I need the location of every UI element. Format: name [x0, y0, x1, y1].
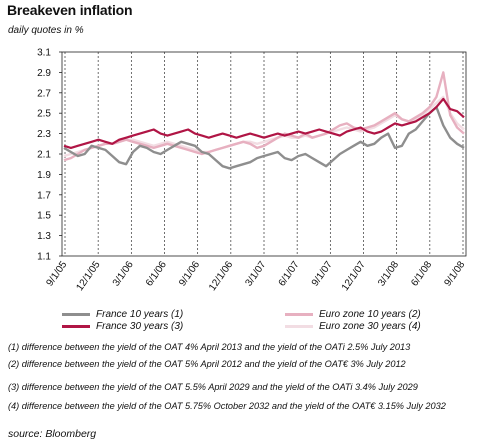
x-tick-label: 9/1/07	[310, 259, 335, 288]
legend-label: France 10 years (1)	[96, 309, 184, 320]
series-layer	[63, 71, 465, 170]
x-axis-ticks: 9/1/05 12/1/05 3/1/06 6/1/06 9/1/06 12/1/06 3/…	[44, 259, 467, 293]
y-tick-label: 1.5	[37, 211, 51, 222]
plot-frame	[61, 51, 467, 257]
y-tick-label: 2.7	[37, 88, 51, 99]
footnote: (1) difference between the yield of the …	[8, 342, 411, 352]
footnote: (4) difference between the yield of the …	[8, 401, 446, 411]
legend-label: France 30 years (3)	[96, 321, 184, 332]
legend-swatch	[62, 325, 90, 328]
x-tick-label: 12/1/06	[207, 259, 235, 293]
x-tick-label: 9/1/06	[177, 259, 202, 288]
legend-label: Euro zone 10 years (2)	[319, 309, 421, 320]
footnote: (2) difference between the yield of the …	[8, 359, 406, 369]
series-line-0	[63, 105, 465, 170]
y-axis-ticks: 3.1 2.9 2.7 2.5 2.3 2.1 1.9 1.7 1.5 1.3 1.1	[37, 48, 62, 263]
x-tick-label: 3/1/08	[376, 259, 401, 288]
legend-swatch	[62, 313, 90, 316]
x-tick-label: 3/1/06	[111, 259, 136, 288]
y-tick-label: 2.9	[37, 68, 51, 79]
legend-item-france-30: France 30 years (3)	[62, 321, 183, 332]
legend-item-euro-10: Euro zone 10 years (2)	[285, 309, 421, 320]
x-tick-label: 6/1/07	[277, 259, 302, 288]
y-tick-label: 2.3	[37, 129, 51, 140]
legend-label: Euro zone 30 years (4)	[319, 321, 421, 332]
legend-item-euro-30: Euro zone 30 years (4)	[285, 321, 421, 332]
y-tick-label: 1.9	[37, 170, 51, 181]
plot-border	[61, 51, 467, 257]
x-tick-label: 9/1/05	[44, 259, 69, 288]
y-tick-label: 1.3	[37, 231, 51, 242]
legend-swatch	[285, 325, 313, 328]
chart-subtitle: daily quotes in %	[8, 25, 84, 36]
chart-area: 3.1 2.9 2.7 2.5 2.3 2.1 1.9 1.7 1.5 1.3 1.1 9/1/05…	[37, 48, 468, 294]
x-tick-label: 9/1/08	[442, 259, 467, 288]
y-tick-label: 1.7	[37, 190, 51, 201]
series-line-1	[63, 97, 465, 150]
y-tick-label: 1.1	[37, 252, 51, 263]
y-tick-label: 2.1	[37, 150, 51, 161]
legend-item-france-10: France 10 years (1)	[62, 309, 183, 320]
y-tick-label: 2.5	[37, 109, 51, 120]
y-tick-label: 3.1	[37, 48, 51, 59]
footnote: (3) difference between the yield of the …	[8, 382, 418, 392]
x-tick-label: 12/1/05	[74, 259, 102, 293]
x-tick-label: 6/1/08	[409, 259, 434, 288]
grid-lines	[64, 52, 464, 256]
legend-swatch	[285, 313, 313, 316]
x-tick-label: 3/1/07	[243, 259, 268, 288]
x-tick-label: 12/1/07	[340, 259, 368, 293]
x-tick-label: 6/1/06	[144, 259, 169, 288]
series-line-2	[63, 71, 465, 162]
chart-title: Breakeven inflation	[7, 2, 133, 18]
source-note: source: Bloomberg	[8, 428, 97, 440]
